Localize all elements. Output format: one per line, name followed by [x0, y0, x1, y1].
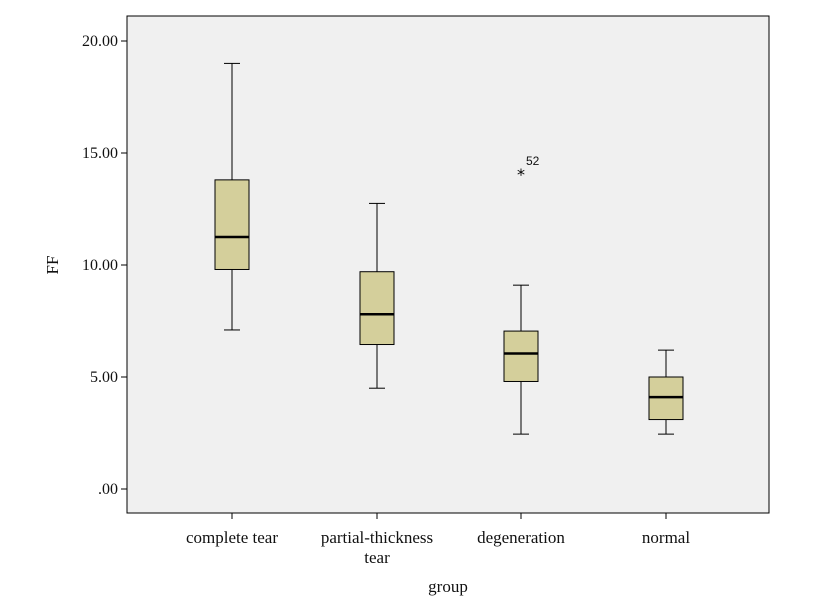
y-tick-label: 5.00: [90, 369, 118, 386]
box-group: *52: [503, 154, 540, 435]
x-tick-label: tear: [364, 548, 390, 567]
y-axis: .00 5.00 10.00 15.00 20.00: [82, 33, 127, 498]
box-group: [648, 349, 684, 435]
outlier-label: 52: [526, 154, 540, 168]
y-tick-label: 10.00: [82, 257, 118, 274]
x-tick-label: partial-thickness: [321, 528, 433, 547]
x-tick-label: degeneration: [477, 528, 565, 547]
x-tick-label: normal: [642, 528, 690, 547]
y-axis-title: FF: [43, 256, 62, 275]
box-group: [359, 202, 395, 389]
box: [359, 271, 395, 346]
box: [503, 330, 539, 382]
box: [214, 179, 250, 270]
box-group: [214, 62, 250, 331]
outlier-marker: *: [517, 165, 525, 184]
y-tick-label: 20.00: [82, 33, 118, 50]
y-tick-label: .00: [98, 481, 118, 498]
x-tick-label: complete tear: [186, 528, 278, 547]
y-tick-label: 15.00: [82, 145, 118, 162]
x-axis-title: group: [428, 577, 468, 596]
boxes: *52: [214, 62, 684, 435]
